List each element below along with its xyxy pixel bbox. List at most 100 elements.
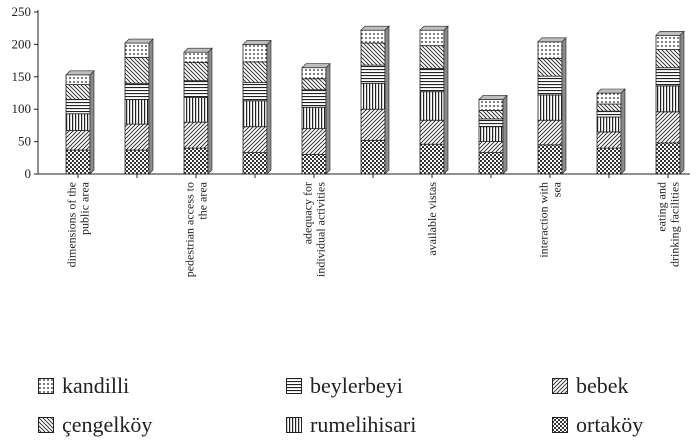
- bar-segment-çengelköy: [65, 84, 91, 100]
- bar-top-face: [655, 31, 685, 36]
- bar-top-face: [65, 70, 95, 76]
- bar-segment-çengelköy: [596, 103, 622, 112]
- legend-label: kandilli: [62, 373, 130, 398]
- bar-side-face: [443, 25, 449, 175]
- bar-segment-çengelköy: [419, 45, 445, 69]
- x-tick-label-text: available vistas: [425, 182, 439, 256]
- bar-segment-kandilli: [596, 92, 622, 105]
- x-tick-label-line: the area: [196, 181, 210, 219]
- x-tick-label-text: interaction withsea: [537, 181, 564, 257]
- x-tick-label: pedestrian access tothe area: [183, 181, 210, 277]
- x-tick-label-line: available vistas: [425, 182, 439, 256]
- bar-segment-bebek: [360, 108, 386, 141]
- bar-side-face: [679, 30, 685, 175]
- bar-segment-kandilli: [537, 41, 563, 60]
- bar-segment-bebek: [242, 126, 268, 154]
- legend-item-rumelihisari: rumelihisari: [286, 412, 416, 438]
- bar-segment-beylerbeyi: [242, 82, 268, 102]
- x-tick-label-line: drinking facilities: [668, 182, 682, 267]
- bar-segment-çengelköy: [301, 78, 327, 91]
- bar-segment-bebek: [301, 128, 327, 155]
- y-tick-label: 250: [12, 4, 32, 19]
- y-tick-label: 0: [25, 166, 32, 181]
- y-tick-label: 150: [12, 69, 32, 84]
- x-tick-label-line: sea: [550, 181, 564, 197]
- bar-segment-beylerbeyi: [419, 67, 445, 93]
- x-tick-label: available vistas: [425, 182, 439, 256]
- legend-swatch: [286, 378, 302, 394]
- bar-segment-çengelköy: [537, 58, 563, 77]
- legend-item-bebek: bebek: [552, 373, 629, 399]
- legend-swatch: [38, 417, 54, 433]
- bar-side-face: [325, 63, 331, 175]
- legend-swatch: [552, 417, 568, 433]
- x-tick-label-line: public area: [78, 181, 92, 235]
- bar-segment-ortaköy: [655, 142, 681, 175]
- bar-segment-rumelihisari: [478, 126, 504, 142]
- bar-segment-ortaköy: [596, 147, 622, 175]
- bar-side-face: [620, 88, 626, 175]
- bar-segment-bebek: [124, 123, 150, 151]
- x-tick-label-text: eating anddrinking facilities: [655, 182, 682, 267]
- bar-segment-beylerbeyi: [360, 64, 386, 84]
- bar-segment-bebek: [419, 119, 445, 145]
- x-tick-label: eating anddrinking facilities: [655, 182, 682, 267]
- bar-segment-bebek: [655, 111, 681, 144]
- bar-segment-ortaköy: [65, 149, 91, 175]
- bar-top-face: [596, 88, 626, 94]
- bar-segment-ortaköy: [478, 152, 504, 175]
- bar-side-face: [502, 94, 508, 175]
- bar-segment-bebek: [537, 119, 563, 146]
- bar-side-face: [207, 47, 213, 175]
- bar-segment-rumelihisari: [124, 99, 150, 125]
- bar-segment-beylerbeyi: [478, 118, 504, 128]
- x-tick-label-line: eating and: [655, 182, 669, 232]
- bar-side-face: [384, 25, 390, 175]
- x-tick-label-text: adequacy forindividual activities: [301, 182, 328, 277]
- bar-segment-çengelköy: [242, 61, 268, 84]
- bar-segment-beylerbeyi: [183, 80, 209, 98]
- bar-side-face: [148, 38, 154, 175]
- x-tick-label-text: dimensions of thepublic area: [65, 181, 92, 267]
- legend-label: çengelköy: [62, 412, 153, 437]
- bar-segment-rumelihisari: [242, 100, 268, 128]
- bar-segment-çengelköy: [124, 56, 150, 84]
- bar-segment-beylerbeyi: [65, 99, 91, 115]
- bar-segment-bebek: [478, 141, 504, 154]
- bar-segment-rumelihisari: [655, 85, 681, 113]
- bar-segment-rumelihisari: [537, 94, 563, 121]
- bar-segment-rumelihisari: [596, 116, 622, 133]
- legend: kandilli beylerbeyi bebek çengelköy rume…: [0, 360, 696, 441]
- bar-segment-ortaköy: [183, 147, 209, 175]
- bar-segment-ortaköy: [537, 144, 563, 175]
- legend-label: ortaköy: [576, 412, 644, 437]
- legend-item-cengelkoy: çengelköy: [38, 412, 152, 438]
- x-tick-label-text: pedestrian access tothe area: [183, 181, 210, 277]
- legend-item-beylerbeyi: beylerbeyi: [286, 373, 403, 399]
- legend-label: rumelihisari: [310, 412, 417, 437]
- bar-top-face: [537, 37, 567, 43]
- bar-segment-çengelköy: [360, 42, 386, 66]
- x-tick-label: dimensions of thepublic area: [65, 181, 92, 267]
- legend-label: bebek: [576, 373, 629, 398]
- bar-segment-kandilli: [655, 34, 681, 50]
- bar-segment-rumelihisari: [360, 82, 386, 110]
- bar-segment-ortaköy: [242, 152, 268, 175]
- bar-segment-beylerbeyi: [596, 110, 622, 118]
- bar-segment-bebek: [596, 131, 622, 149]
- bar-segment-kandilli: [124, 42, 150, 58]
- bar-side-face: [266, 39, 272, 175]
- bar-segment-çengelköy: [655, 49, 681, 69]
- bar-segment-bebek: [183, 121, 209, 149]
- bar-segment-kandilli: [301, 67, 327, 80]
- bar-side-face: [561, 37, 567, 175]
- bar-segment-ortaköy: [360, 139, 386, 175]
- bar-segment-rumelihisari: [183, 97, 209, 123]
- bar-top-face: [242, 40, 272, 45]
- x-tick-label: adequacy forindividual activities: [301, 182, 328, 277]
- x-tick-label-line: individual activities: [314, 182, 328, 277]
- axes: 0 50 100 150 200 250: [12, 4, 690, 181]
- bar-segment-kandilli: [360, 29, 386, 44]
- bar-segment-rumelihisari: [419, 91, 445, 121]
- bar-top-face: [183, 47, 213, 53]
